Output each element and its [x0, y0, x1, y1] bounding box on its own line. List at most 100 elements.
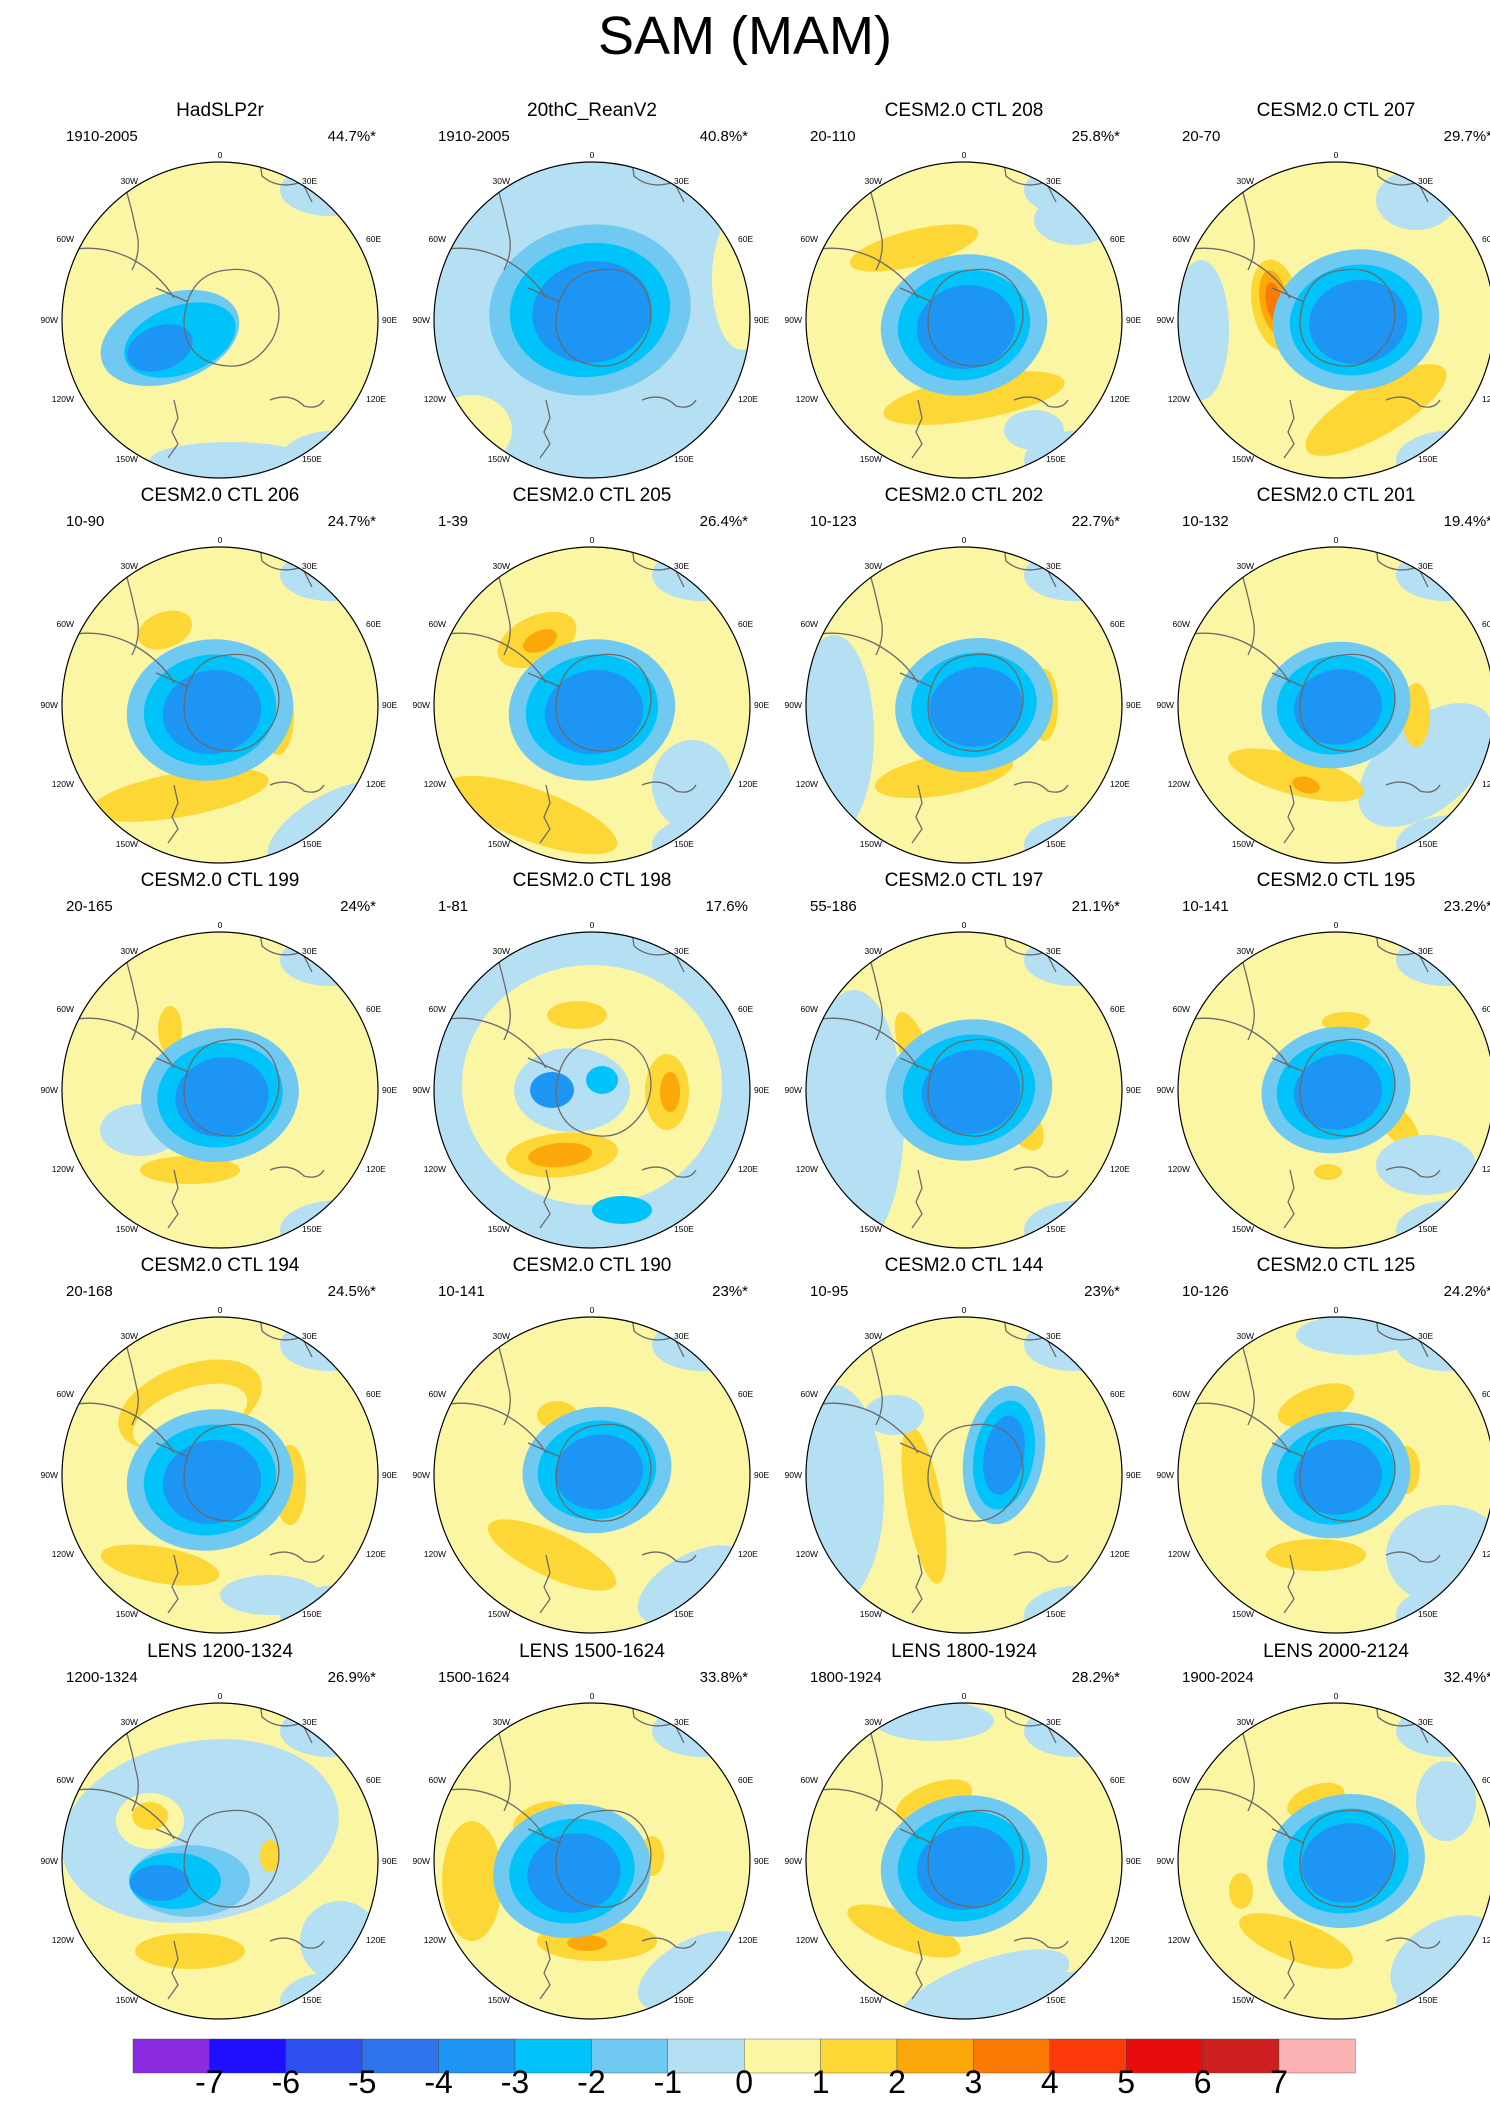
- longitude-label: 180: [1329, 482, 1343, 484]
- antarctic-peninsula: [899, 287, 933, 303]
- longitude-label: 30W: [1237, 1331, 1254, 1341]
- map-border: [433, 1316, 751, 1634]
- longitude-label: 150E: [674, 839, 694, 849]
- ocean-anomaly: [1004, 410, 1064, 450]
- longitude-label: 60W: [1173, 1389, 1190, 1399]
- antarctic-peninsula: [527, 1828, 561, 1844]
- australia-coastline: [641, 1937, 697, 1949]
- longitude-label: 30W: [865, 1717, 882, 1727]
- map-panel: 018030W30E60W60E90W90E120W120E150W150ECE…: [778, 1255, 1150, 1639]
- longitude-label: 180: [957, 1252, 971, 1254]
- australia-coastline: [641, 396, 697, 408]
- longitude-label: 90E: [382, 1470, 397, 1480]
- longitude-label: 120W: [1168, 394, 1190, 404]
- longitude-label: 180: [957, 2023, 971, 2025]
- south-america-coastline: [69, 1402, 175, 1454]
- panel-explained-variance: 40.8%*: [699, 128, 748, 145]
- longitude-label: 0: [962, 1691, 967, 1701]
- colorbar-swatch: [1126, 2038, 1203, 2074]
- longitude-label: 60E: [1110, 619, 1125, 629]
- longitude-label: 90W: [41, 1085, 58, 1095]
- longitude-label: 30W: [1237, 561, 1254, 571]
- longitude-label: 180: [957, 867, 971, 869]
- australia-coastline: [1013, 1166, 1069, 1178]
- longitude-label: 90W: [785, 315, 802, 325]
- longitude-label: 0: [590, 150, 595, 160]
- longitude-label: 60W: [1173, 619, 1190, 629]
- antarctica-coastline: [1299, 1809, 1396, 1908]
- new-zealand-coastline: [167, 399, 179, 459]
- south-america-coastline: [1185, 632, 1291, 684]
- longitude-label: 0: [962, 920, 967, 930]
- longitude-label: 150W: [1232, 454, 1254, 464]
- longitude-label: 30W: [493, 1717, 510, 1727]
- antarctica-coastline: [1299, 268, 1396, 367]
- panel-years: 20-165: [66, 898, 113, 915]
- map-border: [433, 931, 751, 1249]
- longitude-label: 0: [590, 920, 595, 930]
- colorbar-tick: 3: [964, 2064, 983, 2100]
- high-pressure-core: [567, 1935, 607, 1951]
- australia-coastline: [269, 1166, 325, 1178]
- longitude-label: 60W: [429, 1775, 446, 1785]
- high-pressure-contour: [442, 1821, 502, 1941]
- map-panel: 018030W30E60W60E90W90E120W120E150W150ECE…: [406, 485, 778, 869]
- south-america-coastline: [69, 247, 175, 299]
- longitude-label: 120E: [366, 1549, 386, 1559]
- colorbar-tick: 2: [888, 2064, 906, 2100]
- colorbar-tick: -7: [195, 2064, 224, 2100]
- longitude-label: 90W: [785, 700, 802, 710]
- longitude-label: 30E: [1418, 561, 1433, 571]
- longitude-label: 150E: [1418, 1224, 1438, 1234]
- longitude-label: 150W: [488, 1224, 510, 1234]
- longitude-label: 90E: [1126, 315, 1141, 325]
- longitude-label: 150W: [488, 1609, 510, 1619]
- longitude-label: 150W: [488, 1995, 510, 2005]
- longitude-label: 30E: [302, 946, 317, 956]
- antarctica-coastline: [183, 268, 280, 367]
- panel-years: 10-90: [66, 513, 105, 530]
- longitude-label: 60E: [366, 234, 381, 244]
- colorbar-tick: 6: [1193, 2064, 1212, 2100]
- ocean-anomaly: [652, 740, 732, 830]
- longitude-label: 60W: [801, 1775, 818, 1785]
- longitude-label: 180: [213, 482, 227, 484]
- longitude-label: 60W: [429, 234, 446, 244]
- longitude-label: 150W: [860, 839, 882, 849]
- low-pressure-core: [127, 324, 193, 372]
- map-panel: 018030W30E60W60E90W90E120W120E150W150ECE…: [1150, 485, 1490, 869]
- ocean-anomaly: [280, 934, 378, 986]
- longitude-label: 30E: [1046, 176, 1061, 186]
- longitude-label: 120E: [366, 779, 386, 789]
- longitude-label: 120W: [1168, 1935, 1190, 1945]
- longitude-label: 90W: [41, 1470, 58, 1480]
- longitude-label: 30W: [493, 1331, 510, 1341]
- panel-explained-variance: 32.4%*: [1443, 1669, 1490, 1686]
- colorbar-swatch: [1049, 2038, 1127, 2074]
- panel-years: 1910-2005: [66, 128, 138, 145]
- panel-explained-variance: 24.7%*: [327, 513, 376, 530]
- australia-coastline: [1385, 1937, 1441, 1949]
- panel-title: CESM2.0 CTL 206: [140, 485, 300, 506]
- polar-map: 0 180 30W 30E 60W 60E 90W 90E 120W 120E 150W 150E: [413, 1305, 770, 1639]
- antarctica-coastline: [927, 268, 1024, 367]
- high-pressure-contour: [487, 1519, 617, 1591]
- panel-years: 1-39: [438, 513, 469, 530]
- antarctic-peninsula: [155, 1057, 189, 1073]
- longitude-label: 60W: [801, 234, 818, 244]
- longitude-label: 60E: [1110, 1389, 1125, 1399]
- polar-map: 0 180 30W 30E 60W 60E 90W 90E 120W 120E 150W 150E: [785, 1305, 1142, 1639]
- high-pressure-contour: [446, 775, 618, 855]
- low-pressure-core: [552, 281, 636, 347]
- colorbar-tick: 5: [1117, 2064, 1136, 2100]
- low-pressure-core: [180, 687, 248, 741]
- ocean-anomaly: [1178, 260, 1229, 400]
- high-pressure-contour: [1239, 1913, 1353, 1969]
- ocean-anomaly: [1376, 1135, 1476, 1195]
- longitude-label: 150E: [1046, 1224, 1066, 1234]
- longitude-label: 60W: [57, 619, 74, 629]
- longitude-label: 30W: [493, 176, 510, 186]
- colorbar-swatch: [514, 2038, 592, 2074]
- longitude-label: 0: [590, 1691, 595, 1701]
- high-pressure-contour: [260, 1840, 280, 1872]
